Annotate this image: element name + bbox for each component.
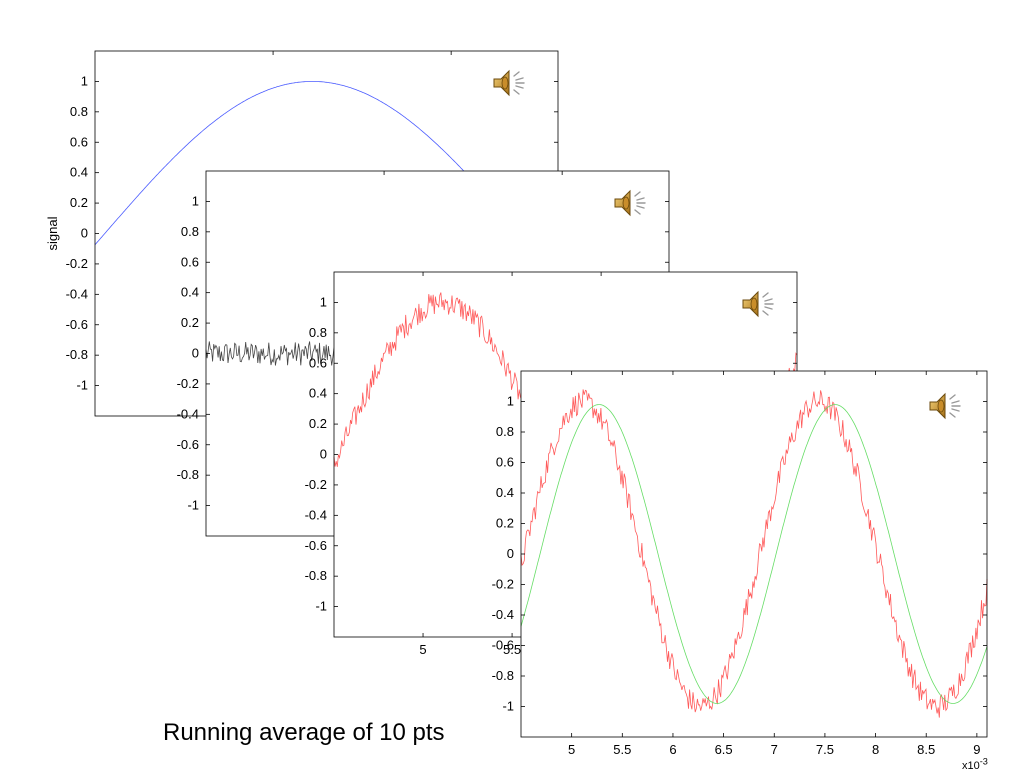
x-tick-label: 6 (669, 742, 676, 757)
slide-caption: Running average of 10 pts (163, 719, 445, 746)
y-tick-label: -0.8 (305, 568, 327, 583)
y-tick-label: 0 (192, 346, 199, 361)
y-tick-label: 1 (507, 394, 514, 409)
x-tick-label: 6.5 (715, 742, 733, 757)
y-tick-label: 0.4 (70, 165, 88, 180)
x-tick-label: 8.5 (917, 742, 935, 757)
y-tick-label: 1 (81, 73, 88, 88)
y-tick-label: -0.2 (305, 477, 327, 492)
y-tick-label: 0.4 (181, 285, 199, 300)
series-line (520, 389, 988, 718)
y-tick-label: -0.4 (177, 406, 199, 421)
y-tick-label: -0.8 (492, 668, 514, 683)
x-exponent-text: x10-3 (962, 756, 988, 772)
y-tick-label: -0.8 (66, 347, 88, 362)
x-tick-label: 9 (973, 742, 980, 757)
y-tick-label: -0.2 (177, 376, 199, 391)
speaker-icon[interactable] (613, 187, 647, 219)
y-tick-label: 0.8 (181, 224, 199, 239)
y-tick-label: 0.8 (309, 325, 327, 340)
plot-background (521, 371, 987, 737)
y-tick-label: -0.6 (66, 317, 88, 332)
x-tick-label: 5.5 (503, 642, 521, 657)
speaker-icon[interactable] (492, 67, 526, 99)
y-tick-label: 0 (507, 546, 514, 561)
y-tick-label: -0.4 (492, 607, 514, 622)
y-tick-label: 1 (192, 193, 199, 208)
y-tick-label: -0.2 (66, 256, 88, 271)
y-tick-label: 0.6 (496, 455, 514, 470)
x-tick-label: 5 (568, 742, 575, 757)
y-tick-label: -0.4 (66, 286, 88, 301)
y-tick-label: -0.6 (492, 638, 514, 653)
x-tick-label: 8 (872, 742, 879, 757)
y-tick-label: -1 (76, 378, 88, 393)
y-tick-label: 0.2 (309, 416, 327, 431)
x-tick-label: 7 (771, 742, 778, 757)
y-axis-label: signal (45, 216, 60, 250)
y-tick-label: -0.2 (492, 577, 514, 592)
y-tick-label: -1 (187, 498, 199, 513)
x-tick-label: 7.5 (816, 742, 834, 757)
y-tick-label: 0.4 (309, 386, 327, 401)
y-tick-label: 0.8 (70, 104, 88, 119)
chart-svg-4: 1 0.8 0.6 0.4 0.2 0 -0.2 -0.4 -0.6 -0.8 -1 5 5.5 6 6.5… (492, 370, 988, 757)
x-tick-label: 5 (419, 642, 426, 657)
y-tick-label: 0 (81, 226, 88, 241)
y-tick-label: 0.6 (181, 254, 199, 269)
y-tick-label: 0.8 (496, 424, 514, 439)
y-tick-label: -0.8 (177, 467, 199, 482)
y-tick-label: -0.4 (305, 507, 327, 522)
y-tick-label: 0 (320, 447, 327, 462)
x-exponent-label: x10-3 (962, 756, 988, 772)
y-tick-label: 0.2 (70, 195, 88, 210)
y-tick-label: -1 (502, 699, 514, 714)
x-tick-label: 5.5 (613, 742, 631, 757)
y-tick-label: 0.4 (496, 485, 514, 500)
y-tick-label: 0.6 (70, 134, 88, 149)
y-tick-label: -1 (315, 599, 327, 614)
speaker-icon[interactable] (741, 288, 775, 320)
y-tick-label: 1 (320, 294, 327, 309)
y-tick-label: -0.6 (177, 437, 199, 452)
series-line (520, 404, 988, 704)
y-tick-label: 0.6 (309, 355, 327, 370)
y-tick-label: 0.2 (181, 315, 199, 330)
chart-panel-4: 1 0.8 0.6 0.4 0.2 0 -0.2 -0.4 -0.6 -0.8 -1 5 5.5 6 6.5… (492, 370, 988, 757)
y-tick-label: -0.6 (305, 538, 327, 553)
y-tick-label: 0.2 (496, 516, 514, 531)
speaker-icon[interactable] (928, 390, 962, 422)
